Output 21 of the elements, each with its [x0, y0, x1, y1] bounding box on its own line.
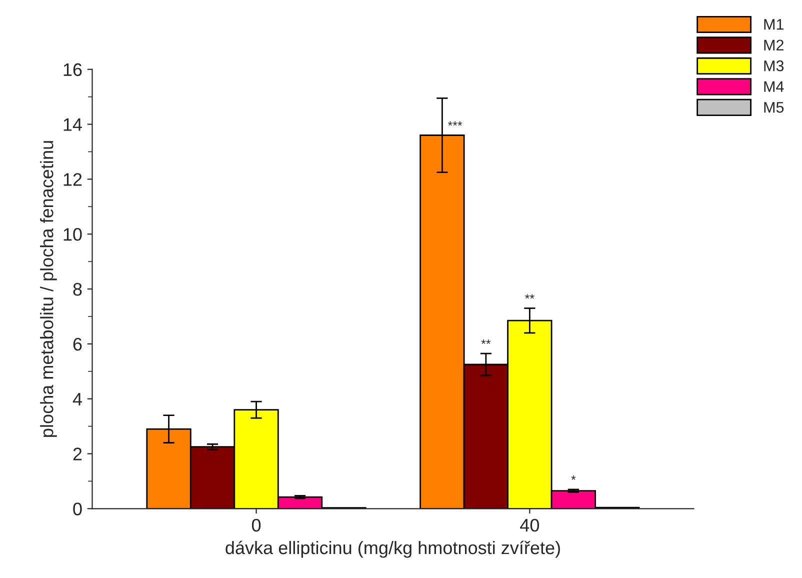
legend-label: M1: [764, 19, 784, 30]
x-axis-title: dávka ellipticinu (mg/kg hmotnosti zvířete): [226, 540, 560, 558]
legend-label: M5: [764, 102, 784, 113]
legend-label: M3: [764, 60, 784, 72]
data-label: *: [571, 475, 576, 480]
data-label: **: [525, 294, 534, 299]
y-tick-label: 8: [73, 282, 82, 296]
y-tick-label: 16: [64, 63, 82, 76]
data-label: **: [481, 340, 491, 344]
y-axis-title: plocha metabolitu / plocha fenacetinu: [40, 141, 57, 437]
x-tick-label: 40: [520, 518, 540, 532]
y-tick-label: 14: [64, 118, 82, 131]
y-tick-label: 2: [73, 448, 82, 460]
y-tick-label: 4: [72, 392, 82, 406]
data-label: ***: [448, 121, 462, 126]
y-tick-label: 12: [64, 173, 82, 186]
y-tick-label: 0: [73, 502, 82, 516]
y-tick-label: 10: [64, 228, 82, 241]
legend-label: M2: [764, 40, 784, 50]
legend-label: M4: [764, 81, 784, 92]
y-tick-label: 6: [73, 338, 82, 351]
